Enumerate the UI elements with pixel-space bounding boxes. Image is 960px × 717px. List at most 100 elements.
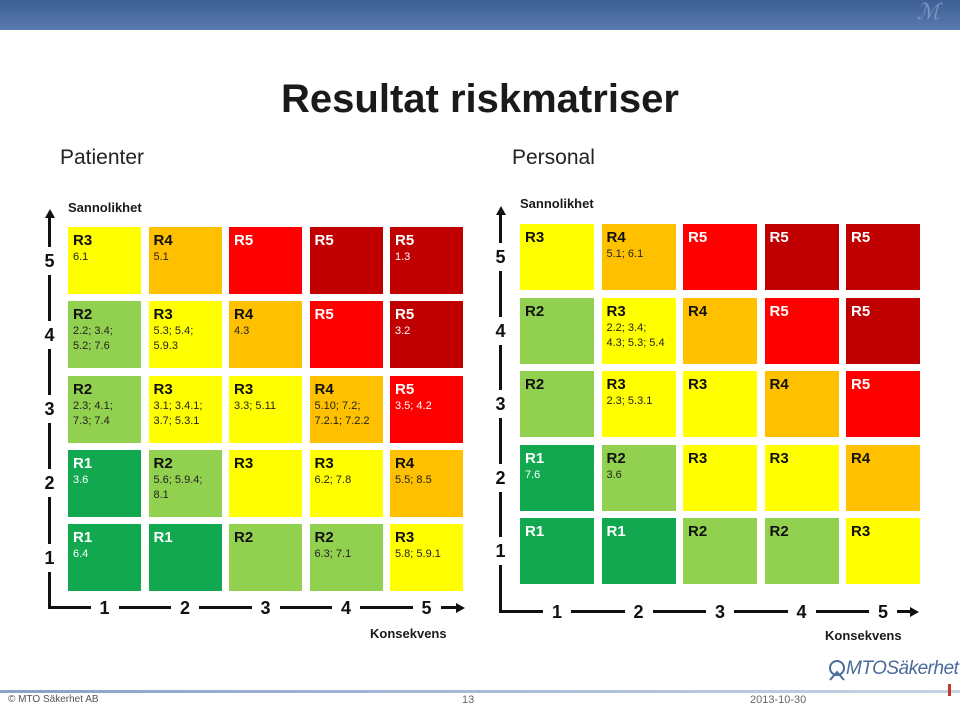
risk-cell: R3 xyxy=(764,444,839,511)
x-axis-segment xyxy=(199,606,224,609)
risk-level-label: R2 xyxy=(525,376,545,393)
y-tick-label: 2 xyxy=(495,467,506,488)
risk-level-label: R3 xyxy=(395,529,415,547)
staff-heading: Personal xyxy=(512,146,595,169)
risk-level-label: R5 xyxy=(851,302,871,320)
x-axis-title: Konsekvens xyxy=(825,628,902,643)
risk-cell: R4 xyxy=(764,371,839,437)
risk-cell-ids: 5.3; 5.4; 5.9.3 xyxy=(153,325,194,353)
x-axis-segment xyxy=(596,610,625,613)
x-axis-segment xyxy=(571,610,596,613)
risk-cell: R3 3.3; 5.11 xyxy=(229,375,302,443)
risk-level-label: R3 xyxy=(525,229,545,246)
risk-cell-ids: 2.2; 3.4; 4.3; 5.3; 5.4 xyxy=(606,321,665,349)
x-axis-segment xyxy=(499,610,543,613)
y-axis-segment xyxy=(48,444,51,470)
risk-level-label: R3 xyxy=(688,376,708,393)
x-tick-label: 2 xyxy=(633,602,644,622)
y-tick-label: 5 xyxy=(44,250,55,271)
y-axis-segment xyxy=(48,571,51,606)
x-tick-label: 1 xyxy=(99,598,110,618)
x-tick-label: 4 xyxy=(340,598,351,618)
risk-cell: R2 2.2; 3.4; 5.2; 7.6 xyxy=(68,301,141,369)
y-tick-label: 3 xyxy=(44,399,55,420)
risk-cell-ids: 6.3; 7.1 xyxy=(314,548,352,561)
risk-cell: R4 5.1; 6.1 xyxy=(601,224,676,290)
risk-level-label: R3 xyxy=(73,232,93,249)
y-tick-label: 1 xyxy=(495,541,506,561)
risk-level-label: R3 xyxy=(688,449,708,467)
risk-cell: R5 1.3 xyxy=(390,227,463,294)
risk-cell: R5 xyxy=(846,224,920,290)
x-axis-segment xyxy=(897,610,910,613)
risk-cell: R3 6.1 xyxy=(68,227,141,294)
x-axis-segment xyxy=(384,606,413,609)
x-axis-segment xyxy=(734,610,759,613)
y-axis-segment xyxy=(499,292,502,317)
x-axis-segment xyxy=(143,606,171,609)
y-axis-segment xyxy=(48,296,51,321)
risk-level-label: R4 xyxy=(153,232,173,249)
risk-cell: R4 xyxy=(683,297,757,364)
risk-cell: R1 6.4 xyxy=(68,524,141,592)
y-tick-label: 5 xyxy=(495,247,506,267)
risk-level-label: R4 xyxy=(688,302,708,320)
risk-cell: R2 xyxy=(764,518,839,584)
x-tick-label: 3 xyxy=(260,598,271,618)
x-axis-segment xyxy=(48,606,91,609)
risk-cell: R5 xyxy=(846,297,920,364)
risk-level-label: R2 xyxy=(73,306,93,324)
risk-level-label: R2 xyxy=(73,380,93,398)
x-tick-label: 5 xyxy=(877,602,888,622)
risk-cell: R5 xyxy=(764,297,839,364)
risk-cell: R2 xyxy=(520,297,594,364)
risk-level-label: R5 xyxy=(395,306,415,324)
y-axis-segment xyxy=(48,497,51,519)
y-axis-segment xyxy=(499,271,502,292)
risk-cell: R4 xyxy=(846,444,920,511)
x-axis-segment xyxy=(304,606,332,609)
y-axis-arrow-icon xyxy=(495,206,506,215)
y-axis-segment xyxy=(499,214,502,243)
risk-cell-ids: 3.6 xyxy=(606,468,622,481)
x-axis-segment xyxy=(440,606,456,609)
company-logo: MTOSäkerhet xyxy=(826,656,959,696)
y-tick-label: 4 xyxy=(495,320,506,341)
risk-level-label: R5 xyxy=(314,306,334,324)
risk-cell: R1 xyxy=(520,518,594,584)
y-axis-segment xyxy=(499,418,502,439)
x-axis-segment xyxy=(677,610,706,613)
risk-cell: R1 xyxy=(148,524,222,592)
risk-cell-ids: 6.4 xyxy=(73,548,89,561)
risk-level-label: R4 xyxy=(395,454,415,472)
risk-level-label: R5 xyxy=(688,229,708,246)
x-axis-segment xyxy=(840,610,869,613)
y-axis-segment xyxy=(48,370,51,396)
slide-title: Resultat riskmatriser xyxy=(281,77,679,121)
risk-level-label: R1 xyxy=(153,529,173,547)
risk-cell-ids: 5.1 xyxy=(153,251,169,263)
risk-cell: R2 6.3; 7.1 xyxy=(309,524,383,592)
y-axis-title: Sannolikhet xyxy=(68,200,142,215)
y-axis-segment xyxy=(499,565,502,610)
risk-level-label: R3 xyxy=(606,302,626,320)
y-axis-segment xyxy=(499,439,502,464)
risk-cell: R1 xyxy=(601,518,676,584)
risk-cell: R3 5.3; 5.4; 5.9.3 xyxy=(148,301,222,369)
risk-level-label: R4 xyxy=(606,229,626,246)
y-axis-segment xyxy=(48,274,51,296)
risk-cell: R2 3.6 xyxy=(601,444,676,511)
risk-cell: R3 5.8; 5.9.1 xyxy=(390,524,463,592)
risk-level-label: R1 xyxy=(606,523,626,540)
y-axis-segment xyxy=(499,365,502,390)
x-tick-label: 4 xyxy=(796,602,807,622)
x-tick-label: 1 xyxy=(551,602,562,622)
risk-cell: R3 xyxy=(229,449,302,517)
risk-level-label: R3 xyxy=(314,454,334,472)
risk-cell-ids: 7.6 xyxy=(525,468,541,481)
risk-cell: R3 xyxy=(520,224,594,290)
risk-cell: R2 2.3; 4.1; 7.3; 7.4 xyxy=(68,375,141,443)
risk-level-label: R3 xyxy=(769,449,789,467)
risk-cell: R2 xyxy=(683,518,757,584)
x-tick-label: 5 xyxy=(421,598,432,618)
